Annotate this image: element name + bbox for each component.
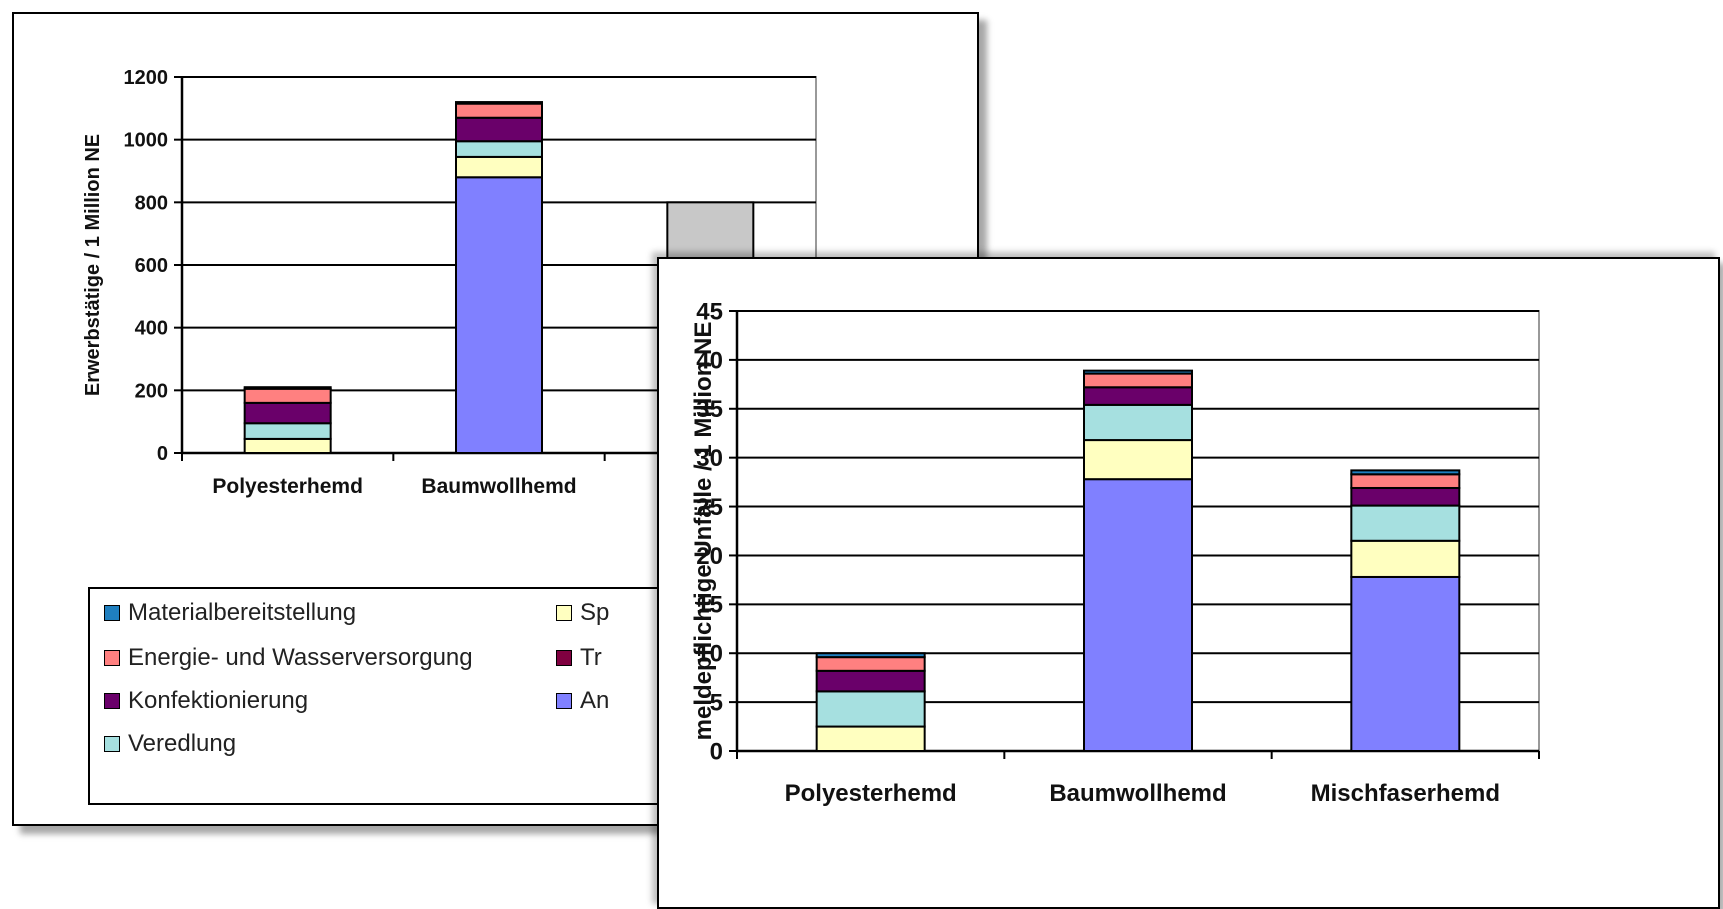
legend-label: Energie- und Wasserversorgung [128,644,473,671]
bar-segment [1350,504,1461,542]
x-tick-label: Baumwollhemd [421,475,576,498]
bar-segment [1350,473,1461,489]
legend-label: Konfektionierung [128,687,309,714]
legend-item: Materialbereitstellung [104,599,356,627]
x-tick-label: Polyesterhemd [212,475,363,498]
x-tick-label: Mischfaserhemd [1311,780,1500,807]
legend-item: An [556,687,609,715]
y-tick-label: 20 [696,543,723,570]
x-tick-label: Baumwollhemd [1049,780,1226,807]
bar-segment [815,669,926,693]
legend-label: Veredlung [128,730,237,757]
bar-segment [243,401,332,425]
bar-segment [1083,369,1193,375]
bar-segment [1350,575,1461,753]
legend-label: Sp [580,599,610,626]
y-tick-label: 0 [710,738,723,765]
bar-segment [1083,386,1193,406]
bar-segment [455,155,543,179]
bar-segment [455,116,543,143]
bar-segment [1350,486,1461,507]
legend-item: Energie- und Wasserversorgung [104,644,473,672]
legend-label: Tr [580,644,602,671]
bar-segment [455,102,543,119]
bar-segment [243,437,332,454]
bar-segment [1083,372,1193,389]
y-tick-label: 400 [135,318,168,340]
y-tick-label: 10 [696,641,723,668]
bar-segment [1350,469,1461,476]
bar-segment [815,656,926,672]
legend-item: Konfektionierung [104,687,308,715]
legend-item: Veredlung [104,730,236,758]
legend-item: Tr [556,644,602,672]
legend-swatch [556,650,572,666]
bar-segment [815,690,926,728]
y-tick-label: 800 [135,192,168,214]
y-tick-label: 25 [696,494,723,521]
y-tick-label: 200 [135,380,168,402]
y-tick-label: 5 [710,690,723,717]
x-tick-label: Polyesterhemd [785,780,957,807]
y-axis-title: Erwerbstätige / 1 Million NE [82,134,104,396]
bar-segment [243,422,332,440]
bar-segment [1083,403,1193,442]
bar-segment [815,725,926,752]
bar-segment [455,101,543,105]
legend-swatch [104,605,120,621]
y-tick-label: 40 [696,347,723,374]
bar-segment [455,140,543,158]
legend-swatch [104,650,120,666]
y-tick-label: 0 [157,443,168,465]
bar-segment [1083,439,1193,481]
y-tick-label: 30 [696,445,723,472]
y-tick-label: 600 [135,255,168,277]
y-tick-label: 35 [696,396,723,423]
bar-segment [243,387,332,404]
bar-segment [243,386,332,390]
y-tick-label: 45 [696,298,723,325]
legend-item: Sp [556,599,609,627]
bar-segment [815,652,926,659]
legend-label: An [580,687,610,714]
legend-swatch [104,736,120,752]
bar-segment [455,176,543,454]
legend-swatch [556,605,572,621]
chart-panel-accidents: 0 5 10 15 20 25 30 35 40 45 meldepflichtige Unfäll… [657,257,1720,909]
legend-swatch [104,693,120,709]
bar-segment [1350,539,1461,578]
y-tick-label: 1000 [124,130,169,152]
legend-swatch [556,693,572,709]
y-tick-label: 1200 [124,67,169,89]
y-tick-label: 15 [696,592,723,619]
y-axis-title: meldepflichtige Unfälle / 1 Million NE [690,322,717,741]
bar-segment [1083,478,1193,753]
legend-label: Materialbereitstellung [128,599,357,626]
